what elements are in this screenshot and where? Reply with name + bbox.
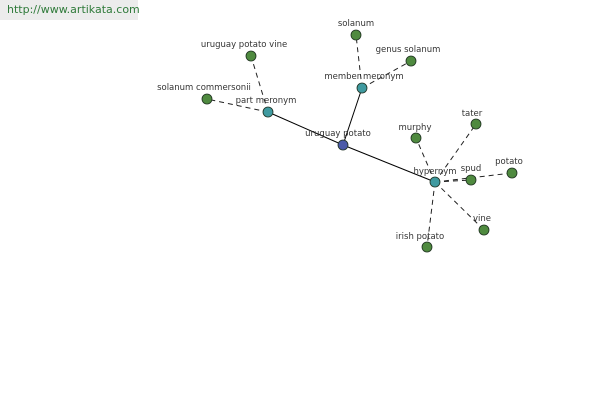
node-sc[interactable]: [201, 93, 213, 105]
node-label-potato[interactable]: potato: [495, 157, 523, 167]
edge-part-upv: [250, 55, 269, 113]
node-label-root[interactable]: uruguay potato: [305, 129, 371, 139]
node-label-solanum[interactable]: solanum: [338, 19, 374, 29]
edge-hyper-spud: [434, 179, 472, 183]
node-member[interactable]: [356, 82, 368, 94]
node-label-sc[interactable]: solanum commersonii: [157, 83, 251, 93]
node-tater[interactable]: [470, 118, 482, 130]
node-label-murphy[interactable]: murphy: [399, 123, 432, 133]
node-label-member[interactable]: member meronym: [324, 72, 403, 82]
edge-hyper-murphy: [415, 137, 436, 183]
node-potato[interactable]: [506, 167, 518, 179]
node-label-genus[interactable]: genus solanum: [376, 45, 441, 55]
node-murphy[interactable]: [410, 132, 422, 144]
node-spud[interactable]: [465, 174, 477, 186]
node-label-hyper[interactable]: hypernym: [413, 167, 456, 177]
node-genus[interactable]: [405, 55, 417, 67]
node-part[interactable]: [262, 106, 274, 118]
node-label-part[interactable]: part meronym: [236, 96, 297, 106]
edge-root-part: [267, 111, 344, 146]
node-solanum[interactable]: [350, 29, 362, 41]
edge-part-sc: [206, 98, 269, 113]
labels-layer: uruguay potato part meronym member meronym…: [157, 19, 523, 242]
node-irish[interactable]: [421, 241, 433, 253]
node-label-vine[interactable]: vine: [473, 214, 491, 224]
node-hyper[interactable]: [429, 176, 441, 188]
edge-hyper-irish: [426, 181, 436, 248]
node-root[interactable]: [337, 139, 349, 151]
node-label-tater[interactable]: tater: [462, 109, 483, 119]
node-upv[interactable]: [245, 50, 257, 62]
edge-hyper-vine: [434, 181, 485, 231]
edge-hyper-tater: [434, 123, 477, 183]
node-label-spud[interactable]: spud: [461, 164, 482, 174]
node-vine[interactable]: [478, 224, 490, 236]
node-label-upv[interactable]: uruguay potato vine: [201, 40, 287, 50]
edge-member-genus: [361, 60, 412, 89]
source-link[interactable]: http://www.artikata.com: [0, 0, 140, 20]
node-label-irish[interactable]: irish potato: [396, 232, 444, 242]
edge-root-hyper: [342, 144, 436, 183]
edge-root-member: [342, 87, 363, 146]
edges-layer: [206, 34, 513, 248]
nodes-layer: [201, 29, 518, 253]
